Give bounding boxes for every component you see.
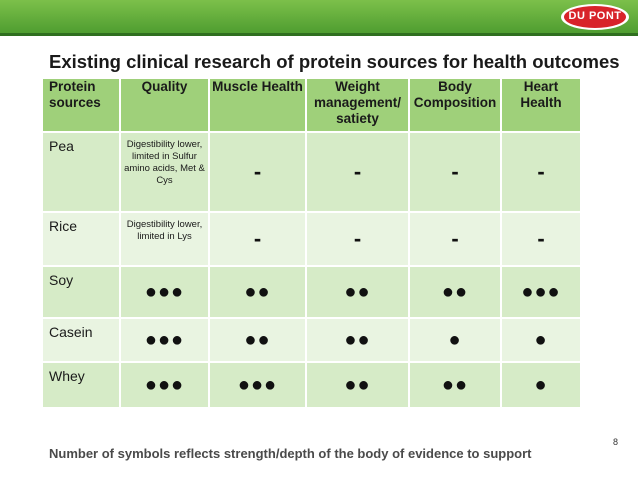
- cell-pea-weight: -: [307, 133, 408, 211]
- row-label-soy: Soy: [43, 267, 119, 317]
- header-quality: Quality: [121, 79, 208, 131]
- cell-whey-muscle: ●●●: [210, 363, 305, 407]
- cell-casein-weight: ●●: [307, 319, 408, 361]
- evidence-table: Protein sources Quality Muscle Health We…: [41, 77, 582, 409]
- cell-soy-muscle: ●●: [210, 267, 305, 317]
- table-row: Soy ●●● ●● ●● ●● ●●●: [43, 267, 580, 317]
- cell-rice-weight: -: [307, 213, 408, 265]
- table-row: Rice Digestibility lower, limited in Lys…: [43, 213, 580, 265]
- table-row: Casein ●●● ●● ●● ● ●: [43, 319, 580, 361]
- dupont-logo-mark: [561, 4, 629, 30]
- row-label-casein: Casein: [43, 319, 119, 361]
- cell-casein-quality: ●●●: [121, 319, 208, 361]
- row-label-rice: Rice: [43, 213, 119, 265]
- quality-note-rice: Digestibility lower, limited in Lys: [121, 213, 208, 265]
- cell-casein-body: ●: [410, 319, 500, 361]
- cell-whey-weight: ●●: [307, 363, 408, 407]
- row-label-pea: Pea: [43, 133, 119, 211]
- page-title: Existing clinical research of protein so…: [49, 51, 620, 72]
- cell-casein-muscle: ●●: [210, 319, 305, 361]
- dupont-logo-text: DU PONT: [568, 10, 622, 22]
- cell-soy-body: ●●: [410, 267, 500, 317]
- cell-soy-weight: ●●: [307, 267, 408, 317]
- table-row: Whey ●●● ●●● ●● ●● ●: [43, 363, 580, 407]
- header-protein-sources: Protein sources: [43, 79, 119, 131]
- header-muscle-health: Muscle Health: [210, 79, 305, 131]
- cell-whey-body: ●●: [410, 363, 500, 407]
- top-bar-stripe: [0, 33, 638, 36]
- cell-casein-heart: ●: [502, 319, 580, 361]
- row-label-whey: Whey: [43, 363, 119, 407]
- cell-rice-body: -: [410, 213, 500, 265]
- quality-note-pea: Digestibility lower, limited in Sulfur a…: [121, 133, 208, 211]
- cell-pea-heart: -: [502, 133, 580, 211]
- cell-whey-quality: ●●●: [121, 363, 208, 407]
- cell-rice-muscle: -: [210, 213, 305, 265]
- cell-rice-heart: -: [502, 213, 580, 265]
- cell-whey-heart: ●: [502, 363, 580, 407]
- dupont-logo: DU PONT: [558, 2, 632, 32]
- page-number: 8: [612, 437, 618, 447]
- cell-pea-muscle: -: [210, 133, 305, 211]
- top-bar: DU PONT: [0, 0, 638, 36]
- table-header-row: Protein sources Quality Muscle Health We…: [43, 79, 580, 131]
- footer-note: Number of symbols reflects strength/dept…: [49, 446, 532, 461]
- header-heart-health: Heart Health: [502, 79, 580, 131]
- header-body-composition: Body Composition: [410, 79, 500, 131]
- header-weight-management: Weight management/ satiety: [307, 79, 408, 131]
- cell-soy-heart: ●●●: [502, 267, 580, 317]
- table-row: Pea Digestibility lower, limited in Sulf…: [43, 133, 580, 211]
- cell-soy-quality: ●●●: [121, 267, 208, 317]
- cell-pea-body: -: [410, 133, 500, 211]
